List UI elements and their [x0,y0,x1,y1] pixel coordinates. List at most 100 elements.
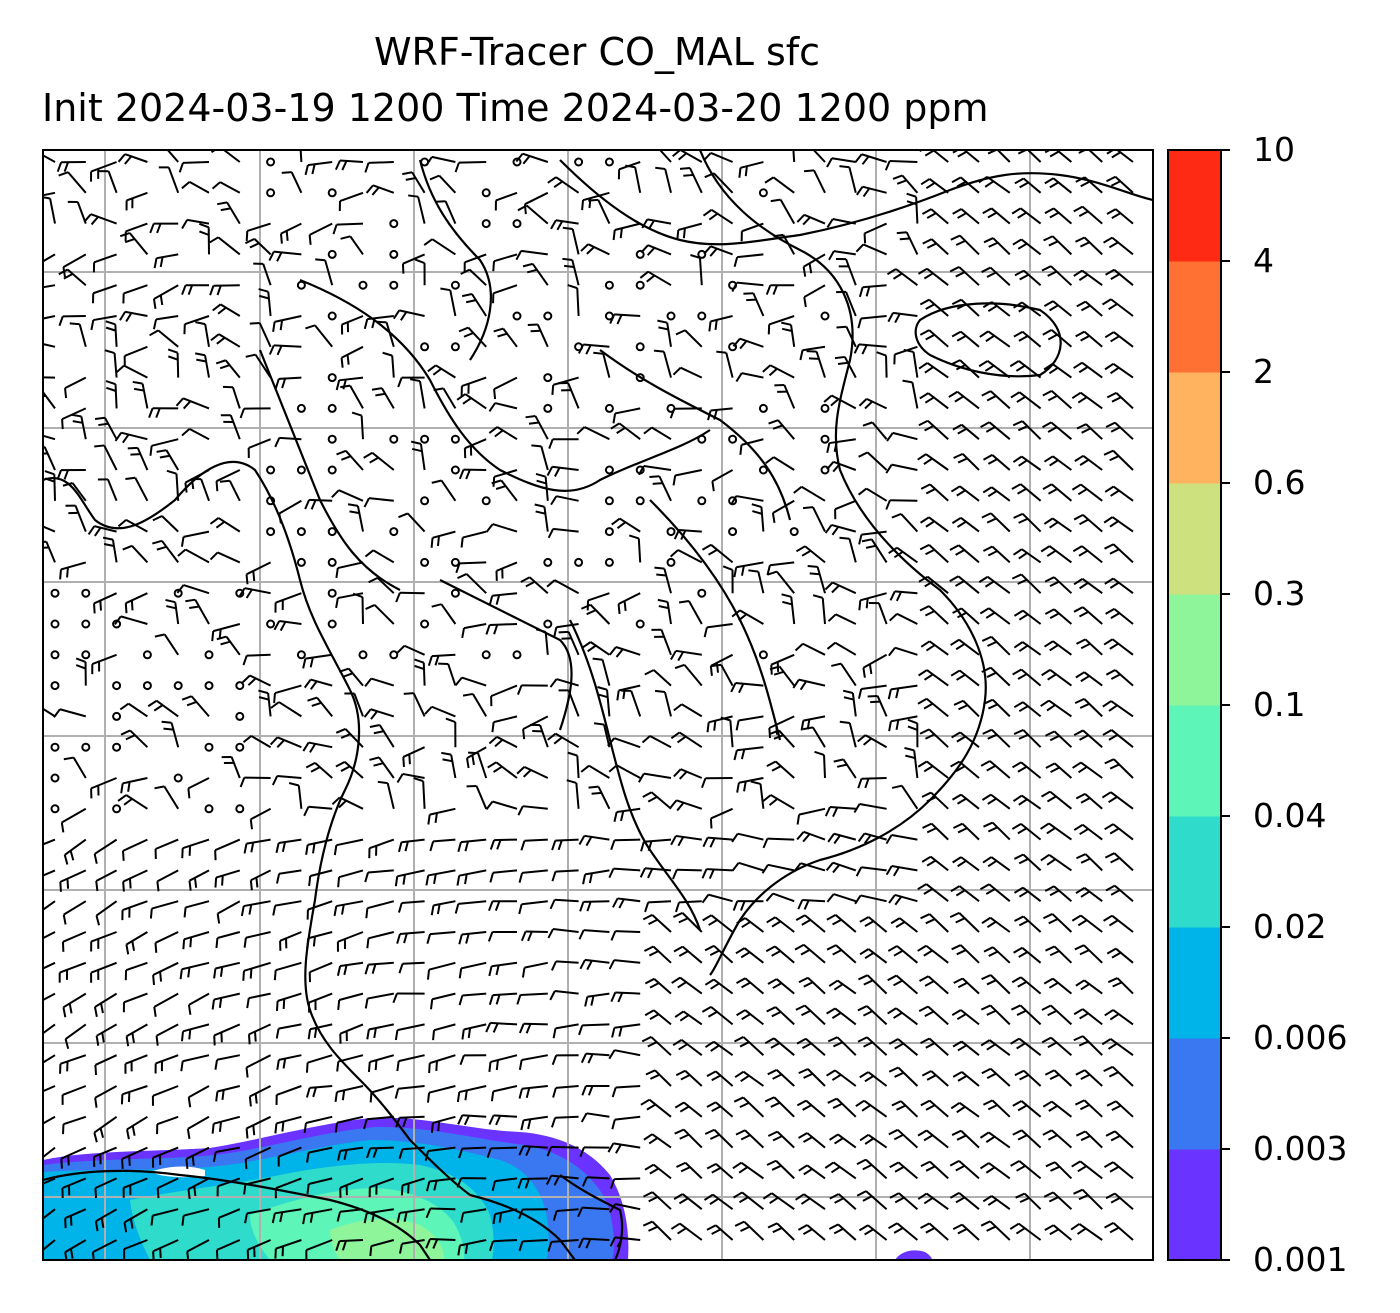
wind-barb [1013,512,1042,533]
wind-barb [597,686,611,717]
wind-barb [43,284,56,289]
wind-barb [183,900,210,918]
wind-barb [982,728,1011,748]
wind-barb [978,360,1011,379]
wind-barb [690,254,703,286]
wind-barb [856,1158,888,1180]
wind-barb [981,390,1011,410]
wind-barb [835,258,857,286]
wind-barb [495,561,518,581]
wind-barb [799,345,826,361]
wind-barb [764,176,795,194]
wind-barb [1105,268,1134,286]
wind-barb [363,1208,394,1224]
calm-marker [758,403,768,413]
wind-barb [888,546,918,564]
wind-barb [216,1177,241,1197]
wind-barb [628,534,642,563]
wind-barb [184,469,210,493]
wind-barb [1042,1100,1073,1118]
wind-barb [105,320,118,347]
wind-barb [1073,361,1103,379]
wind-barb [567,751,580,779]
wind-barb [122,1177,148,1198]
wind-barb [494,191,518,211]
wind-barb [125,476,149,502]
wind-barb [518,869,548,883]
wind-barb [185,1146,210,1169]
wind-barb [517,805,548,816]
calm-marker [327,434,337,444]
wind-barb [491,715,518,733]
wind-barb [703,623,733,638]
wind-barb [796,1099,826,1118]
wind-barb [424,1146,456,1161]
wind-barb [456,393,487,410]
wind-barb [61,1177,87,1199]
wind-barb [151,1085,179,1106]
calm-marker [389,650,399,660]
wind-barb [424,705,456,718]
wind-barb [917,697,949,718]
wind-barb [369,756,395,779]
map-frame [42,149,1154,1261]
wind-barb [950,885,980,902]
wind-barb [812,150,826,163]
wind-barb [1042,329,1073,348]
wind-barb [731,281,764,293]
wind-barb [382,351,395,378]
wind-barb [826,893,857,903]
wind-barb [333,900,364,917]
wind-barb [400,1177,425,1196]
wind-barb [154,931,179,953]
wind-barb [114,615,148,625]
wind-barb [461,1023,487,1040]
wind-barb [395,591,425,603]
wind-barb [458,931,487,945]
wind-barb [917,1129,949,1149]
wind-barb [154,785,180,810]
calm-marker [266,465,276,475]
wind-barb [1013,641,1042,656]
calm-marker [296,280,306,290]
wind-barb [156,1115,179,1135]
wind-barb [586,592,610,611]
wind-barb [979,1162,1011,1180]
wind-barb [578,929,610,940]
wind-barb [549,898,579,910]
wind-barb [795,1193,826,1211]
wind-barb [1043,640,1072,656]
wind-barb [566,779,580,809]
calm-marker [204,804,214,814]
wind-barb [149,222,179,234]
wind-barb [826,914,857,933]
calm-marker [112,742,122,752]
wind-barb [766,760,795,779]
wind-barb [1012,1129,1042,1149]
wind-barb [366,1023,394,1040]
wind-barb [335,727,364,748]
wind-barb [1043,977,1073,995]
wind-barb [950,359,980,379]
wind-barb [823,394,857,410]
wind-barb [764,1096,795,1118]
wind-barb [611,517,641,533]
wind-barb [460,530,487,548]
wind-barb [340,315,364,335]
wind-barb [552,1085,579,1098]
wind-barb [826,944,857,964]
wind-barb [336,931,364,952]
wind-barb [217,1208,241,1228]
wind-barb [919,543,949,564]
wind-barb [1075,236,1103,256]
wind-barb [456,1177,487,1188]
wind-barb [209,284,240,296]
wind-barb [1013,330,1042,348]
wind-barb [649,475,672,502]
calm-marker [450,465,460,475]
wind-barb [274,436,302,448]
wind-barb [611,1023,641,1038]
wind-barb [518,1145,548,1157]
wind-barb [364,869,394,883]
wind-barb [457,1114,487,1126]
